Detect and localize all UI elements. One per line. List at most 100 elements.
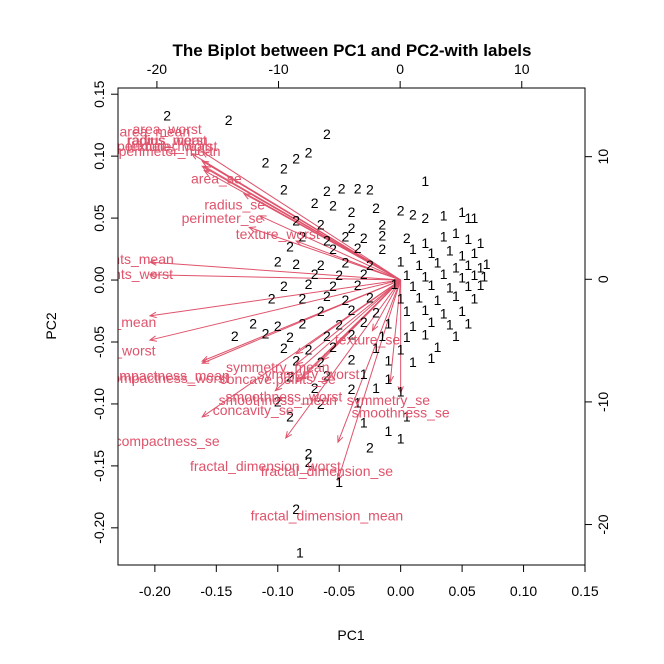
observation-point: 1 — [483, 256, 491, 272]
observation-point: 2 — [341, 292, 349, 308]
observation-point: 2 — [305, 445, 313, 461]
vector-label: texture_worst — [236, 226, 320, 242]
observation-point: 1 — [427, 277, 435, 293]
observation-point: 2 — [317, 257, 325, 273]
observation-point: 2 — [298, 291, 306, 307]
right-axis: -20 -10 0 10 — [584, 149, 611, 535]
vector-label: area_se — [191, 170, 242, 186]
observation-point: 1 — [480, 268, 488, 284]
observation-point: 1 — [415, 257, 423, 273]
vector-arrow — [148, 271, 401, 281]
vector-label: perimeter_mean — [119, 143, 221, 159]
vector-label: symmetry_se — [347, 392, 430, 408]
observation-point: 1 — [360, 415, 368, 431]
observation-point: 1 — [409, 318, 417, 334]
x-tick-label: 0.10 — [510, 583, 537, 599]
vector-arrow — [201, 165, 401, 281]
vector-arrow — [201, 160, 401, 281]
observation-point: 1 — [464, 278, 472, 294]
biplot-vectors — [148, 150, 404, 482]
vector-label: concave.points_se — [220, 371, 336, 387]
left-axis: -0.20 -0.15 -0.10 -0.05 0.00 0.05 0.10 0.15 — [91, 80, 119, 544]
y-tick-label: -0.15 — [91, 450, 107, 482]
right-tick-label: 10 — [595, 149, 611, 165]
observation-point: 2 — [292, 213, 300, 229]
observation-point: 2 — [366, 289, 374, 305]
observation-point: 1 — [434, 292, 442, 308]
vector-label: texture_se — [335, 332, 401, 348]
observation-point: 1 — [458, 303, 466, 319]
observation-point: 1 — [409, 278, 417, 294]
observation-point: 2 — [298, 315, 306, 331]
observation-point: 2 — [286, 369, 294, 385]
vector-label: smoothness_mean — [219, 392, 337, 408]
y-tick-label: -0.10 — [91, 388, 107, 420]
observation-point: 2 — [354, 180, 362, 196]
observation-point: 2 — [378, 241, 386, 257]
vector-arrow — [321, 279, 402, 361]
observation-point: 2 — [286, 239, 294, 255]
observation-point: 1 — [397, 384, 405, 400]
vector-label: perimeter_se — [182, 210, 264, 226]
observation-point: 2 — [341, 255, 349, 271]
observation-point: 2 — [341, 229, 349, 245]
observation-point: 1 — [458, 204, 466, 220]
observation-point: 2 — [317, 396, 325, 412]
vector-label: area_worst — [133, 121, 202, 137]
observation-point: 1 — [470, 245, 478, 261]
observation-point: 2 — [323, 328, 331, 344]
observation-point: 1 — [378, 328, 386, 344]
vector-label: fractal_dimension_worst — [190, 458, 341, 474]
observation-point: 1 — [384, 371, 392, 387]
vector-arrow — [258, 215, 401, 281]
observation-point: 2 — [292, 353, 300, 369]
observation-point: 1 — [427, 350, 435, 366]
observation-point: 1 — [452, 260, 460, 276]
observation-point: 1 — [477, 235, 485, 251]
vector-label: area_mean — [119, 123, 190, 139]
observation-point: 1 — [354, 395, 362, 411]
observation-point: 1 — [372, 340, 380, 356]
observation-point: 1 — [296, 545, 304, 561]
observation-point: 1 — [391, 276, 399, 292]
observation-point: 1 — [458, 270, 466, 286]
observation-point: 1 — [403, 329, 411, 345]
observation-point: 1 — [464, 315, 472, 331]
observation-point: 1 — [464, 257, 472, 273]
observation-point: 1 — [409, 241, 417, 257]
vector-label: fractal_dimension_mean — [251, 507, 404, 523]
observation-point: 1 — [452, 225, 460, 241]
observation-point: 1 — [458, 247, 466, 263]
observation-point: 1 — [421, 327, 429, 343]
observation-point: 2 — [348, 327, 356, 343]
observation-point: 1 — [421, 268, 429, 284]
observation-point: 2 — [292, 151, 300, 167]
observation-point: 2 — [348, 351, 356, 367]
y-tick-label: 0.00 — [91, 266, 107, 293]
bottom-axis: -0.20 -0.15 -0.10 -0.05 0.00 0.05 0.10 0.15 — [139, 564, 599, 599]
vector-arrow — [274, 279, 401, 392]
observation-point: 1 — [464, 210, 472, 226]
x-axis-label: PC1 — [337, 627, 364, 643]
vector-arrow — [148, 259, 401, 281]
observation-point: 2 — [335, 317, 343, 333]
observation-point: 2 — [305, 341, 313, 357]
observation-point: 1 — [440, 305, 448, 321]
observation-point: 1 — [384, 353, 392, 369]
x-tick-label: -0.15 — [200, 583, 232, 599]
observation-point: 2 — [348, 381, 356, 397]
observation-point: 1 — [434, 339, 442, 355]
observation-point: 1 — [446, 242, 454, 258]
observation-point: 2 — [366, 439, 374, 455]
observation-point: 2 — [262, 154, 270, 170]
observation-point: 1 — [384, 423, 392, 439]
observation-point: 1 — [440, 229, 448, 245]
observation-point: 2 — [421, 210, 429, 226]
observation-point: 2 — [231, 328, 239, 344]
y-tick-label: 0.05 — [91, 204, 107, 231]
observation-point: 1 — [440, 208, 448, 224]
observation-point: 1 — [470, 210, 478, 226]
observation-point: 2 — [292, 256, 300, 272]
vector-label: radius_mean — [127, 132, 208, 148]
vector-label: perimeter_worst — [117, 138, 217, 154]
